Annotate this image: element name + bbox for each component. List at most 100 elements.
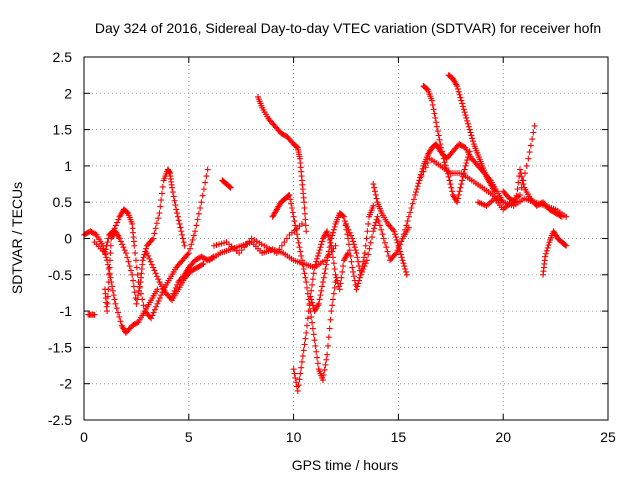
data-point: [429, 101, 436, 108]
data-point: [364, 228, 371, 235]
data-point: [203, 173, 210, 180]
data-point: [462, 162, 469, 169]
data-point: [373, 195, 380, 202]
data-point: [297, 370, 304, 377]
data-point: [370, 181, 377, 188]
data-point: [158, 292, 165, 299]
data-point: [454, 199, 461, 206]
data-point: [289, 209, 296, 216]
data-point: [340, 212, 347, 219]
y-tick-label: -2: [60, 376, 73, 392]
data-point: [343, 220, 349, 227]
data-point: [440, 155, 447, 162]
data-point: [155, 276, 162, 283]
data-point: [350, 241, 357, 248]
data-point: [460, 106, 467, 113]
data-point: [301, 210, 308, 217]
data-point: [310, 331, 317, 338]
data-point: [102, 246, 109, 253]
data-point: [324, 252, 331, 259]
data-point: [330, 254, 337, 261]
data-point: [124, 254, 131, 261]
data-point: [311, 337, 318, 344]
data-point: [150, 264, 157, 271]
data-point: [323, 356, 330, 363]
y-tick-label: 2: [64, 85, 72, 101]
data-point: [117, 318, 124, 325]
data-point: [104, 293, 111, 300]
data-point: [469, 135, 476, 142]
data-point: [315, 250, 322, 257]
series-track-j: [269, 191, 339, 384]
data-point: [199, 192, 206, 199]
data-point: [106, 257, 113, 264]
data-point: [319, 377, 326, 384]
data-point: [135, 292, 142, 299]
data-point: [290, 366, 297, 373]
data-point: [330, 290, 337, 297]
series-track-q: [445, 72, 498, 195]
data-point: [153, 303, 160, 310]
data-point: [107, 250, 114, 257]
data-point: [302, 274, 309, 281]
data-point: [413, 186, 420, 193]
data-point: [457, 94, 464, 101]
data-point: [133, 300, 140, 307]
data-point: [464, 157, 471, 164]
data-point: [448, 184, 455, 191]
y-tick-label: 0.5: [53, 194, 73, 210]
data-point: [458, 97, 465, 104]
data-point: [395, 242, 402, 249]
data-point: [340, 263, 347, 270]
data-point: [403, 271, 410, 278]
data-point: [458, 181, 465, 188]
data-point: [381, 239, 388, 246]
data-point: [408, 205, 415, 212]
data-point: [198, 199, 205, 206]
data-point: [523, 162, 530, 169]
data-point: [363, 235, 370, 242]
data-point: [304, 315, 311, 322]
data-point: [557, 212, 564, 219]
y-tick-label: 0: [64, 231, 72, 247]
data-point: [287, 196, 294, 203]
data-point: [298, 220, 305, 227]
data-point: [355, 263, 362, 270]
data-point: [159, 183, 166, 190]
data-point: [148, 261, 155, 268]
data-point: [320, 371, 327, 378]
data-point: [276, 246, 283, 253]
data-point: [299, 353, 306, 360]
data-point: [293, 226, 300, 233]
data-point: [311, 264, 318, 271]
data-point: [362, 260, 369, 267]
data-point: [146, 255, 153, 262]
data-point: [139, 257, 146, 264]
data-point: [350, 238, 357, 245]
data-point: [449, 188, 456, 195]
data-point: [466, 148, 473, 155]
data-point: [173, 206, 180, 213]
data-point: [328, 235, 335, 242]
data-point: [299, 261, 306, 268]
data-point: [327, 239, 334, 246]
data-point: [331, 284, 338, 291]
data-point: [329, 302, 336, 309]
data-point: [104, 308, 111, 315]
data-point: [153, 220, 160, 227]
data-point: [151, 306, 158, 313]
data-point: [310, 270, 317, 277]
data-point: [454, 195, 461, 202]
data-point: [520, 181, 527, 188]
data-point: [454, 83, 461, 90]
data-point: [464, 120, 471, 127]
data-point: [156, 295, 163, 302]
data-point: [360, 265, 367, 272]
data-point: [437, 141, 444, 148]
data-point: [391, 228, 398, 235]
x-tick-label: 20: [495, 429, 511, 445]
data-point: [439, 152, 446, 159]
data-point: [292, 374, 299, 381]
data-point: [361, 250, 368, 257]
data-point: [462, 112, 469, 119]
